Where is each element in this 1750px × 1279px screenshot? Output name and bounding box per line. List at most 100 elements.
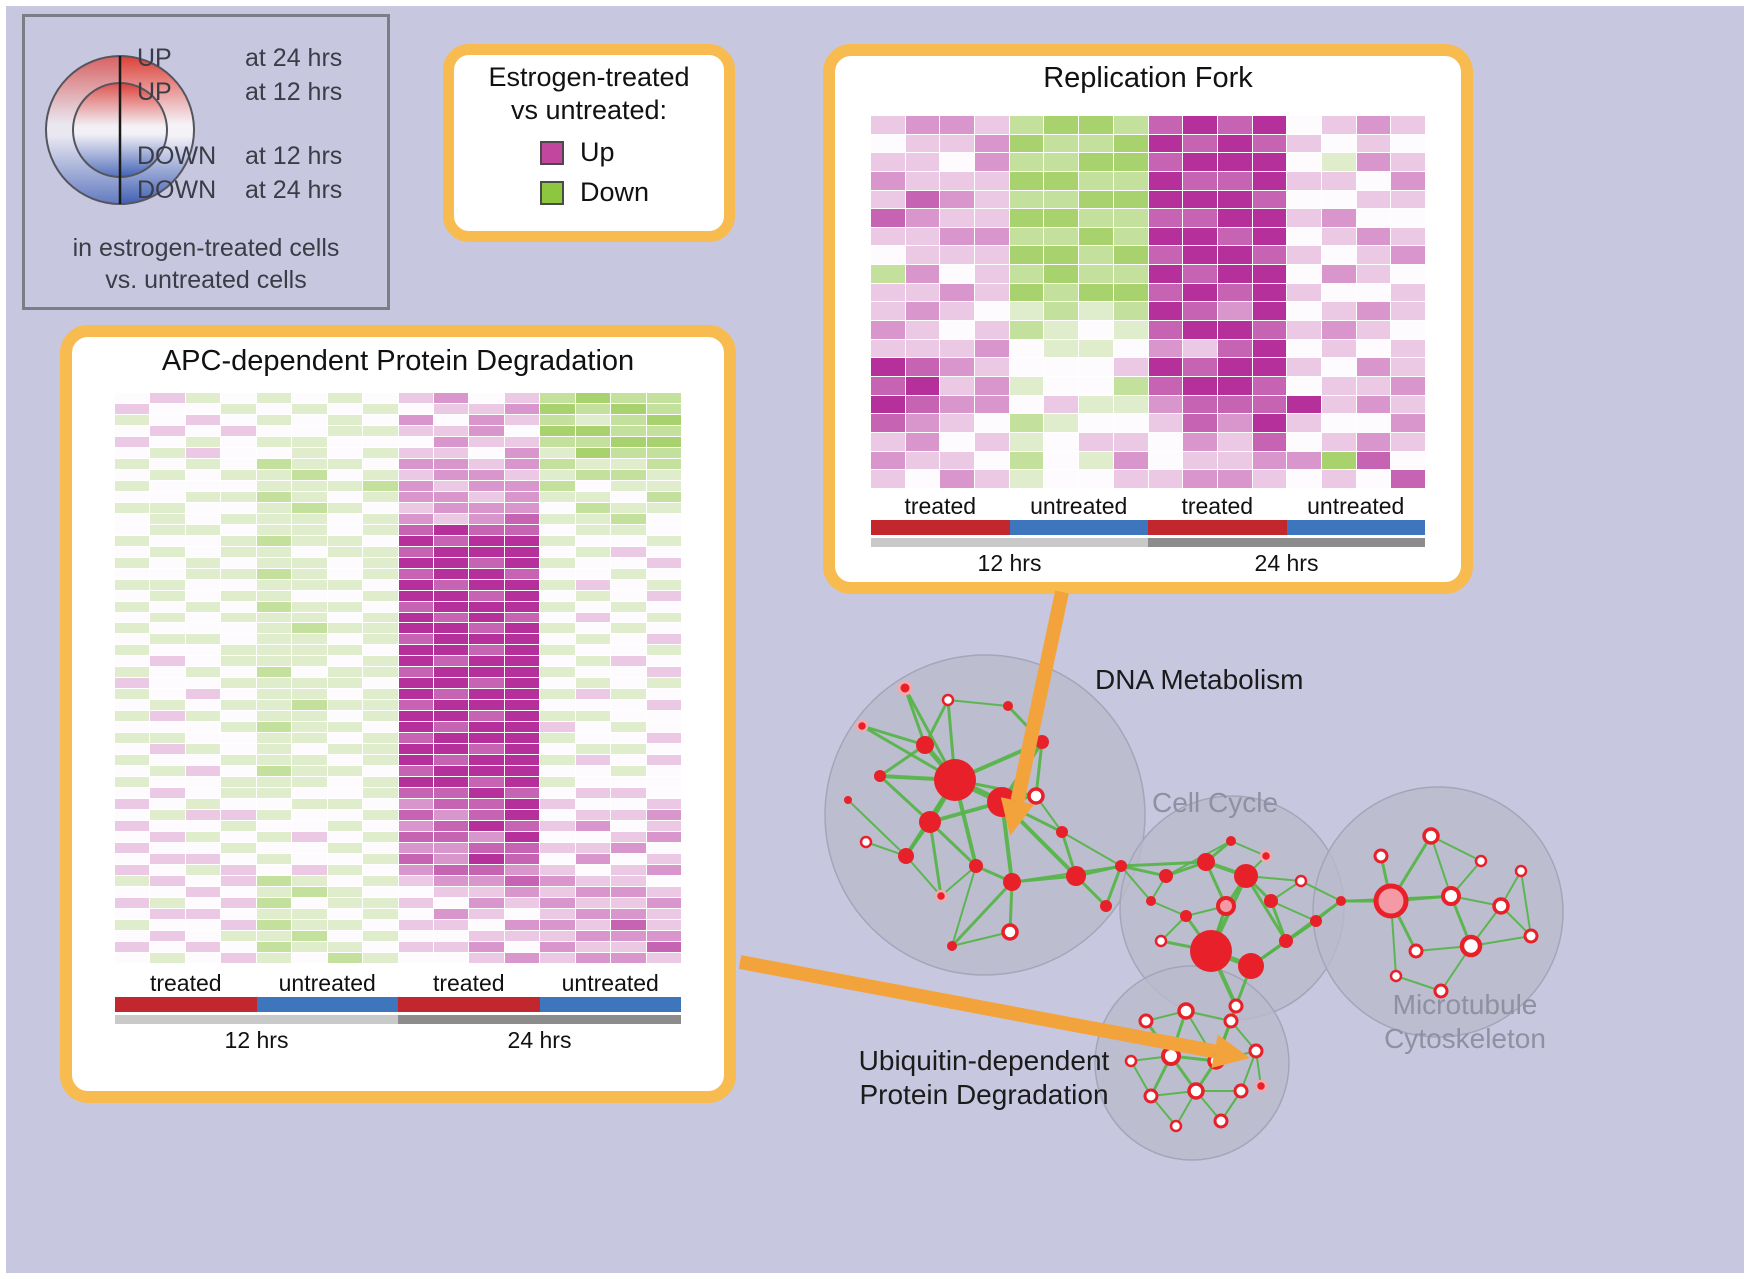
network-node-r bbox=[1027, 787, 1045, 805]
network-node-h bbox=[855, 719, 869, 733]
heatmap-cell bbox=[398, 656, 433, 667]
network-edge bbox=[1185, 1010, 1217, 1062]
heatmap-cell bbox=[433, 953, 469, 963]
heatmap-cell bbox=[185, 469, 221, 480]
heatmap-cell bbox=[646, 502, 681, 513]
heatmap-cell bbox=[1113, 246, 1148, 265]
heatmap-cell bbox=[327, 403, 363, 414]
heatmap-cell bbox=[363, 821, 398, 832]
timepoint-segment bbox=[398, 1015, 681, 1024]
heatmap-cell bbox=[540, 766, 575, 777]
heatmap-cell bbox=[469, 832, 504, 843]
heatmap-cell bbox=[611, 645, 646, 656]
heatmap-cell bbox=[1009, 414, 1044, 433]
heatmap-cell bbox=[905, 470, 940, 488]
heatmap-cell bbox=[940, 339, 975, 358]
heatmap-cell bbox=[1321, 451, 1356, 470]
heatmap-cell bbox=[504, 711, 540, 722]
heatmap-cell bbox=[975, 451, 1009, 470]
heatmap-cell bbox=[398, 513, 433, 524]
heatmap-cell bbox=[433, 480, 469, 491]
heatmap-cell bbox=[327, 843, 363, 854]
heatmap-cell bbox=[115, 744, 150, 755]
network-edge bbox=[1209, 874, 1248, 953]
heatmap-cell bbox=[150, 832, 185, 843]
heatmap-cell bbox=[575, 656, 611, 667]
heatmap-cell bbox=[1009, 227, 1044, 246]
network-node-r bbox=[1154, 934, 1168, 948]
heatmap-cell bbox=[256, 546, 292, 557]
heatmap-cell bbox=[469, 920, 504, 931]
network-edge bbox=[1220, 1090, 1242, 1122]
network-edge bbox=[950, 880, 1014, 948]
heatmap-cell bbox=[327, 634, 363, 645]
network-node-h bbox=[897, 680, 913, 696]
network-edge bbox=[1520, 870, 1532, 937]
heatmap-cell bbox=[363, 920, 398, 931]
network-edge bbox=[1000, 800, 1014, 884]
network-node-s bbox=[934, 759, 976, 801]
heatmap-cell bbox=[256, 436, 292, 447]
heatmap-cell bbox=[398, 909, 433, 920]
heatmap-cell bbox=[975, 470, 1009, 488]
heatmap-cell bbox=[905, 209, 940, 227]
heatmap-cell bbox=[115, 678, 150, 689]
heatmap-cell bbox=[575, 843, 611, 854]
heatmap-cell bbox=[221, 865, 256, 876]
heatmap-cell bbox=[256, 491, 292, 502]
heatmap-cell bbox=[1079, 116, 1113, 134]
heatmap-cell bbox=[975, 246, 1009, 265]
heatmap-cell bbox=[115, 480, 150, 491]
network-edge bbox=[1144, 1019, 1173, 1058]
heatmap-cell bbox=[975, 116, 1009, 134]
heatmap-cell bbox=[611, 799, 646, 810]
heatmap-cell bbox=[150, 645, 185, 656]
heatmap-cell bbox=[1113, 433, 1148, 451]
heatmap-cell bbox=[575, 810, 611, 821]
heatmap-cell bbox=[363, 931, 398, 942]
network-edge bbox=[1214, 1004, 1238, 1063]
heatmap-cell bbox=[1287, 190, 1321, 209]
heatmap-cell bbox=[363, 557, 398, 568]
network-edge bbox=[1061, 831, 1122, 867]
heatmap-cell bbox=[292, 744, 327, 755]
heatmap-cell bbox=[469, 700, 504, 711]
heatmap-cell bbox=[504, 755, 540, 766]
heatmap-cell bbox=[1252, 302, 1287, 321]
heatmap-cell bbox=[327, 590, 363, 601]
heatmap-cell bbox=[292, 711, 327, 722]
heatmap-cell bbox=[256, 909, 292, 920]
heatmap-cell bbox=[256, 722, 292, 733]
heatmap-cell bbox=[398, 887, 433, 898]
heatmap-cell bbox=[469, 590, 504, 601]
heatmap-cell bbox=[1113, 395, 1148, 414]
heatmap-cell bbox=[292, 579, 327, 590]
heatmap-cell bbox=[975, 377, 1009, 395]
heatmap-cell bbox=[469, 645, 504, 656]
heatmap-cell bbox=[975, 358, 1009, 377]
heatmap-cell bbox=[504, 920, 540, 931]
heatmap-cell bbox=[504, 557, 540, 568]
heatmap-cell bbox=[611, 557, 646, 568]
network-node-r bbox=[1408, 943, 1424, 959]
network-edge bbox=[1245, 875, 1302, 882]
heatmap-cell bbox=[940, 134, 975, 153]
network-edge bbox=[1209, 949, 1238, 1008]
network-edge bbox=[951, 931, 1011, 947]
heatmap-cell bbox=[540, 425, 575, 436]
network-edge bbox=[1159, 939, 1213, 953]
network-edge bbox=[1150, 875, 1167, 902]
heatmap-cell bbox=[433, 645, 469, 656]
heatmap-cell bbox=[940, 227, 975, 246]
treatment-label: treated bbox=[432, 970, 505, 996]
heatmap-cell bbox=[611, 436, 646, 447]
heatmap-cell bbox=[221, 414, 256, 425]
heatmap-cell bbox=[150, 425, 185, 436]
heatmap-cell bbox=[575, 942, 611, 953]
heatmap-cell bbox=[185, 953, 221, 963]
heatmap-cell bbox=[575, 491, 611, 502]
network-edge bbox=[1195, 1090, 1222, 1122]
network-edge bbox=[1035, 795, 1063, 833]
network-edge bbox=[1160, 915, 1187, 942]
heatmap-cell bbox=[185, 733, 221, 744]
